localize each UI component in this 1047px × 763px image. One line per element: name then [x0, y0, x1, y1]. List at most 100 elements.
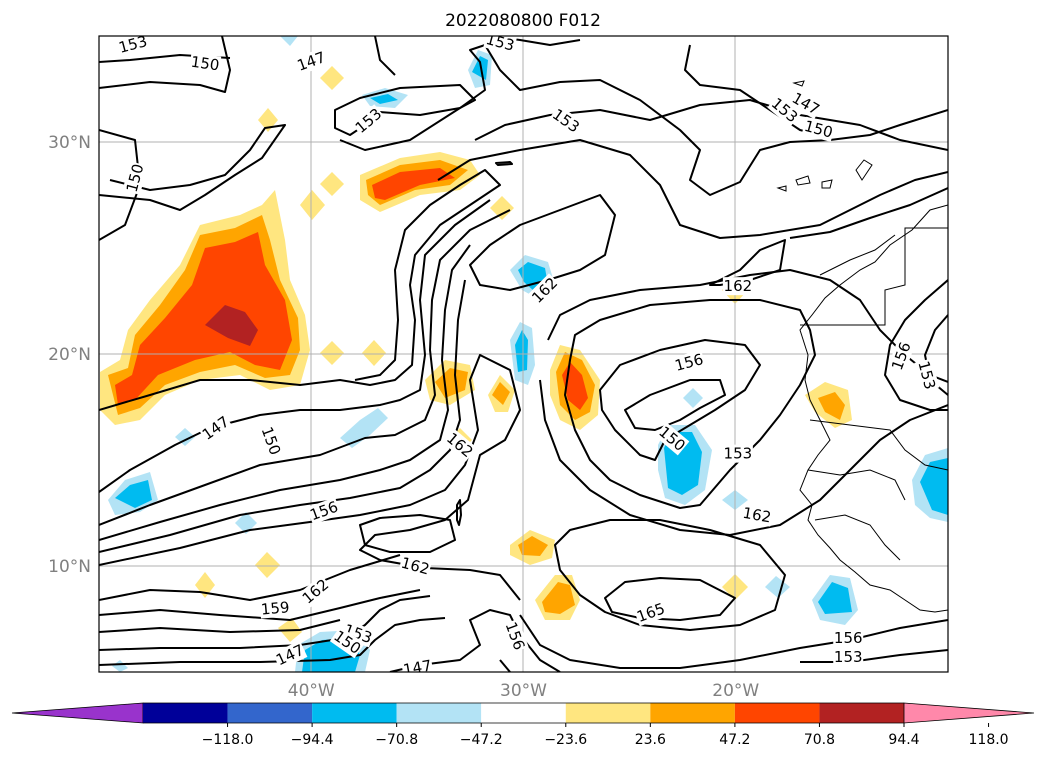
contour-line	[499, 659, 511, 672]
contour-label-group: 165	[633, 599, 669, 627]
colorbar-extend-high	[903, 702, 1035, 724]
contour-label-background	[272, 640, 308, 670]
contour-label-background	[914, 358, 940, 393]
contour-line	[99, 617, 446, 666]
contour-label-background	[401, 656, 434, 672]
positive-region	[492, 382, 510, 405]
negative-region	[112, 660, 128, 672]
contour-label-group: 162	[398, 553, 433, 579]
contour-label-background	[801, 116, 836, 142]
positive-region	[300, 190, 325, 220]
country-border	[809, 419, 948, 471]
positive-region	[542, 582, 575, 614]
positive-region	[490, 196, 514, 220]
contour-line	[99, 124, 286, 211]
contour-label: 162	[724, 277, 753, 295]
contour-line	[474, 99, 948, 151]
colorbar-tick-label: −23.6	[544, 732, 587, 748]
colorbar-segment	[143, 703, 228, 723]
negative-region	[472, 56, 488, 80]
contour-line	[334, 84, 476, 136]
contour-label-background	[740, 503, 774, 527]
contour-line	[684, 44, 831, 139]
contour-line	[495, 161, 513, 166]
positive-region	[320, 172, 344, 196]
contour-label-background	[722, 277, 753, 296]
shaded-fields	[100, 36, 948, 672]
contour-label-group: 156	[672, 349, 706, 376]
contour-line	[99, 36, 231, 93]
colorbar-tick-label: −70.8	[375, 732, 418, 748]
contour-label-background	[298, 574, 333, 608]
negative-region	[280, 36, 298, 46]
colorbar-extend-low	[11, 702, 144, 724]
contour-label-background	[833, 648, 864, 667]
contour-line	[99, 199, 491, 493]
contour-label-background	[398, 553, 433, 579]
contour-line	[599, 339, 761, 461]
latitude-label: 20°N	[48, 345, 91, 365]
contour-label-background	[501, 618, 529, 654]
colorbar-segment	[819, 703, 904, 723]
contour-line	[800, 649, 948, 663]
contour-label-group: 162	[740, 503, 774, 527]
colorbar-tick-label: −118.0	[202, 732, 254, 748]
contour-line	[339, 44, 948, 196]
contour-line	[99, 169, 501, 411]
positive-region	[320, 66, 344, 90]
contour-line	[99, 589, 421, 621]
contour-label: 162	[741, 504, 772, 527]
contour-label-background	[116, 36, 150, 58]
contour-line	[624, 379, 726, 431]
contour-line	[389, 609, 561, 672]
latitude-label: 30°N	[48, 133, 91, 153]
contour-lines	[99, 36, 948, 672]
contour-label-background	[351, 104, 386, 138]
contour-line	[99, 554, 401, 601]
contour-label-group: 156	[833, 629, 864, 648]
colorbar-segment	[396, 703, 482, 723]
contour-label-background	[122, 161, 148, 195]
contour-label-background	[767, 93, 802, 127]
contour-line	[604, 577, 736, 621]
positive-region	[818, 392, 845, 420]
contour-line	[469, 194, 616, 291]
contour-label: 153	[834, 648, 863, 666]
contour-line	[437, 139, 948, 239]
longitude-label: 40°W	[288, 681, 335, 701]
contour-label: 156	[834, 629, 863, 647]
colorbar-segment	[227, 703, 313, 723]
contour-label-group: 150	[189, 52, 222, 75]
map-title: 2022080800 F012	[445, 11, 601, 31]
contour-label-background	[198, 412, 234, 445]
island	[792, 80, 805, 87]
coastlines	[776, 80, 948, 613]
positive-region	[362, 340, 386, 366]
contour-line	[359, 514, 456, 553]
positive-region	[320, 341, 344, 365]
colorbar-segment	[650, 703, 735, 723]
island	[776, 185, 787, 192]
latitude-label: 10°N	[48, 557, 91, 577]
contour-label-group: 153	[833, 648, 864, 667]
coastline	[799, 204, 948, 613]
contour-line	[99, 209, 511, 526]
negative-region	[235, 512, 257, 534]
colorbar-tick-label: 118.0	[969, 732, 1009, 748]
colorbar-segment	[481, 703, 566, 723]
contour-line	[554, 519, 786, 631]
contour-label-background	[257, 423, 285, 459]
contour-line	[884, 279, 948, 411]
contour-label-background	[527, 273, 562, 308]
colorbar-segment	[734, 703, 820, 723]
contour-label: 153	[724, 445, 753, 463]
contour-label-group: 147	[401, 656, 434, 672]
contour-line	[519, 614, 948, 669]
island	[821, 179, 833, 189]
contour-label-background	[722, 444, 753, 463]
negative-region	[920, 458, 948, 515]
contour-line	[99, 619, 341, 633]
contour-line	[564, 299, 816, 509]
contour-label-background	[833, 629, 864, 648]
